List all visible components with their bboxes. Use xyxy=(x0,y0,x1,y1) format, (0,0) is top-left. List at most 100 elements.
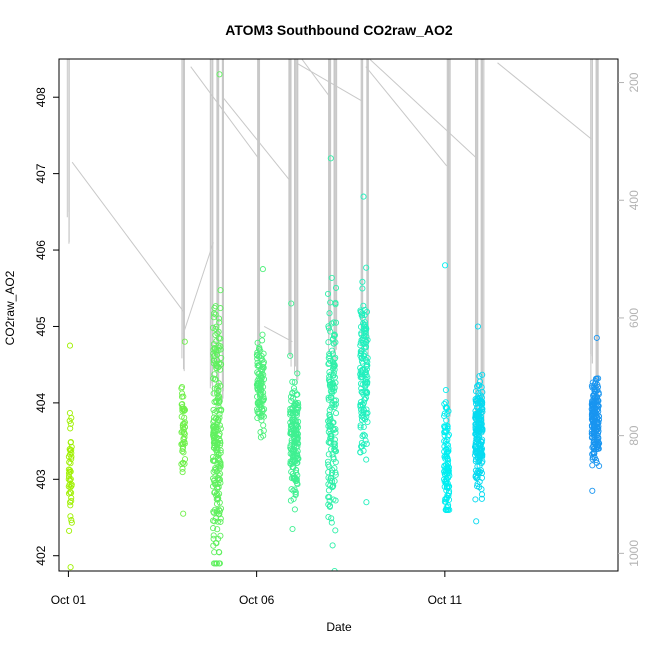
data-point xyxy=(295,440,302,447)
data-point xyxy=(260,397,267,404)
data-point xyxy=(210,353,217,360)
data-point xyxy=(259,337,266,344)
x-axis-title: Date xyxy=(326,620,352,634)
data-point xyxy=(590,384,597,391)
data-point xyxy=(331,374,338,381)
data-point xyxy=(477,409,484,417)
data-point xyxy=(181,440,188,447)
data-point xyxy=(589,487,596,494)
data-point xyxy=(359,358,366,365)
data-point xyxy=(210,310,218,317)
x-tick-label: Oct 06 xyxy=(239,593,275,607)
data-point xyxy=(259,331,266,338)
x-tick-label: Oct 11 xyxy=(428,593,463,607)
data-point xyxy=(291,416,298,423)
data-point xyxy=(68,497,75,504)
data-point xyxy=(328,515,335,522)
data-point xyxy=(330,340,337,347)
data-point xyxy=(478,450,485,457)
data-point xyxy=(287,430,294,437)
data-point xyxy=(254,339,261,346)
data-point xyxy=(330,454,337,461)
data-point xyxy=(211,423,218,430)
data-point xyxy=(289,470,296,477)
data-point xyxy=(325,461,332,468)
data-point xyxy=(329,379,336,386)
data-point xyxy=(474,480,481,488)
data-point xyxy=(326,350,333,358)
data-point xyxy=(327,357,334,364)
data-point xyxy=(181,414,188,421)
data-point xyxy=(359,339,366,346)
right-y-tick-label: 400 xyxy=(627,190,641,210)
data-point xyxy=(68,455,75,463)
data-point xyxy=(66,342,74,349)
data-point xyxy=(595,402,602,410)
data-point xyxy=(476,398,483,405)
data-point xyxy=(216,71,223,78)
data-point xyxy=(330,319,337,326)
y-axis-title: CO2raw_AO2 xyxy=(3,270,17,345)
data-point xyxy=(359,433,366,440)
data-point xyxy=(329,542,336,549)
data-point xyxy=(360,193,367,200)
data-point xyxy=(363,499,370,506)
axes-layer: 402 403 404 405 406 407 408 Oct 01 Oct 06 Oct 11 2… xyxy=(34,58,641,607)
data-point xyxy=(325,439,332,446)
data-point xyxy=(327,388,334,395)
right-y-tick-label: 600 xyxy=(627,308,641,328)
data-point xyxy=(68,453,75,460)
data-point xyxy=(215,454,222,462)
data-point xyxy=(256,398,263,405)
data-point xyxy=(214,395,221,402)
data-point xyxy=(588,405,595,412)
data-point xyxy=(290,385,298,392)
data-point xyxy=(595,416,603,423)
data-point xyxy=(326,378,333,385)
y-tick-label: 406 xyxy=(34,240,48,260)
data-point xyxy=(289,378,296,385)
data-point xyxy=(325,323,332,330)
data-point xyxy=(441,400,448,408)
data-point xyxy=(592,424,599,431)
data-point xyxy=(363,410,370,417)
data-point xyxy=(179,444,187,451)
data-point xyxy=(361,380,368,387)
data-point xyxy=(363,362,370,369)
data-point xyxy=(259,407,266,414)
data-point xyxy=(363,413,370,420)
data-point xyxy=(212,560,219,567)
data-point xyxy=(212,331,219,339)
data-point xyxy=(593,375,600,382)
data-point xyxy=(217,532,224,539)
data-point xyxy=(217,515,224,522)
data-point xyxy=(257,429,264,436)
data-point xyxy=(256,385,263,392)
data-point xyxy=(259,266,266,273)
data-point xyxy=(215,506,223,513)
data-point xyxy=(254,352,261,359)
data-point xyxy=(331,465,338,472)
data-point xyxy=(68,517,75,524)
data-point xyxy=(294,422,301,429)
data-point xyxy=(66,527,73,534)
trace-diagonal xyxy=(369,59,478,159)
data-point xyxy=(363,456,370,463)
data-point xyxy=(329,484,336,491)
data-point xyxy=(215,548,222,556)
data-point xyxy=(67,564,74,571)
data-point xyxy=(443,453,450,460)
y-tick-label: 408 xyxy=(34,87,48,107)
data-point xyxy=(331,443,338,450)
data-point xyxy=(215,335,222,342)
data-point xyxy=(209,324,217,331)
data-point xyxy=(327,299,334,306)
right-y-tick-label: 1000 xyxy=(627,540,641,567)
data-point xyxy=(180,510,187,517)
data-point xyxy=(324,458,332,465)
data-point xyxy=(360,399,367,406)
data-point xyxy=(214,416,221,424)
data-point xyxy=(67,513,74,520)
data-point xyxy=(474,425,481,432)
